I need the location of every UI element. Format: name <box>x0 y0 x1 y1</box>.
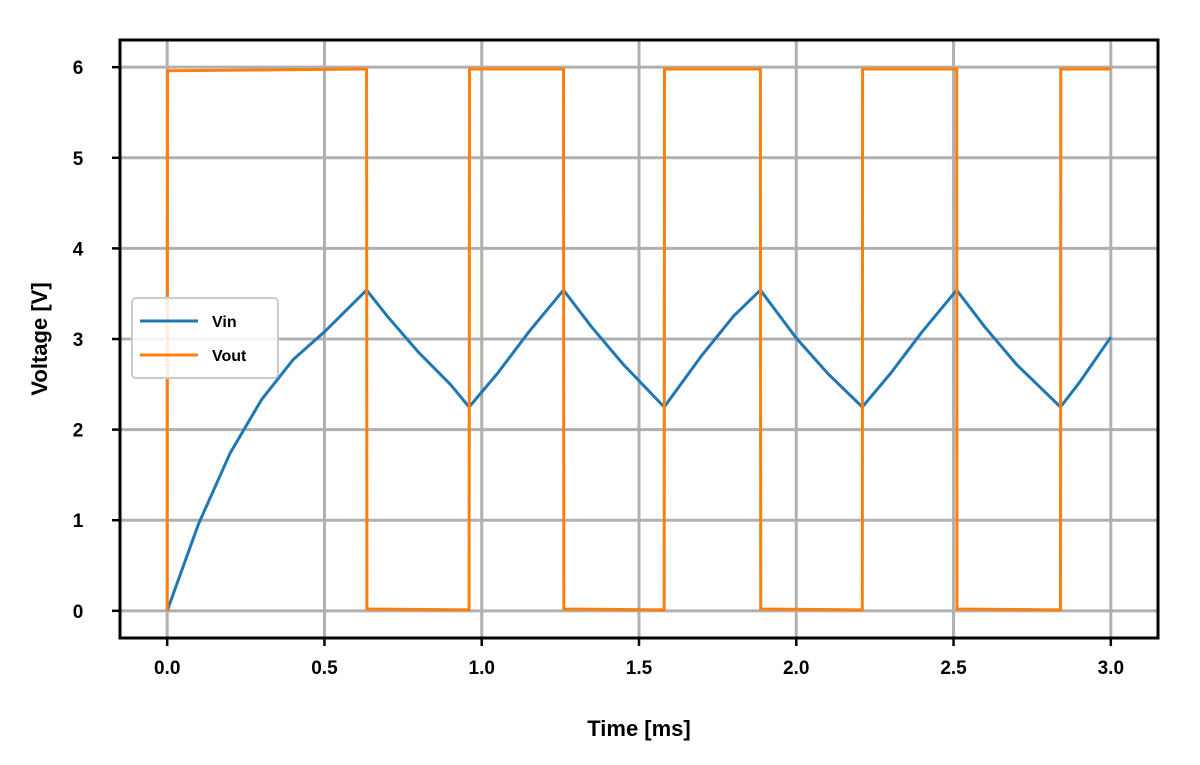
x-tick-label: 2.5 <box>940 658 967 679</box>
plot-frame <box>118 38 1160 640</box>
y-tick-label: 4 <box>73 239 84 260</box>
x-tick-label: 3.0 <box>1098 658 1124 679</box>
y-tick-label: 2 <box>73 421 84 442</box>
x-tick-label: 0.5 <box>311 658 338 679</box>
x-tick-label: 0.0 <box>154 658 180 679</box>
legend: Vin Vout <box>131 297 279 379</box>
plot-lines <box>165 67 1113 612</box>
series-line-vout <box>165 67 1111 612</box>
legend-label-vout: Vout <box>212 348 247 365</box>
y-tick-label: 5 <box>73 149 84 170</box>
x-tick-label: 2.0 <box>783 658 809 679</box>
x-axis-label: Time [ms] <box>587 716 691 741</box>
y-axis-label: Voltage [V] <box>27 282 52 395</box>
x-tick-label: 1.0 <box>469 658 495 679</box>
y-tick-label: 1 <box>73 511 84 532</box>
grid <box>120 40 1158 638</box>
y-tick-label: 6 <box>73 58 84 79</box>
y-tick-label: 3 <box>73 330 84 351</box>
legend-frame <box>131 297 279 379</box>
y-tick-label: 0 <box>73 602 84 623</box>
legend-label-vin: Vin <box>212 314 237 331</box>
x-tick-label: 1.5 <box>626 658 653 679</box>
axis-ticks: 0.0 0.5 1.0 1.5 2.0 2.5 3.0 0 1 2 3 4 5 6 <box>73 58 1124 679</box>
